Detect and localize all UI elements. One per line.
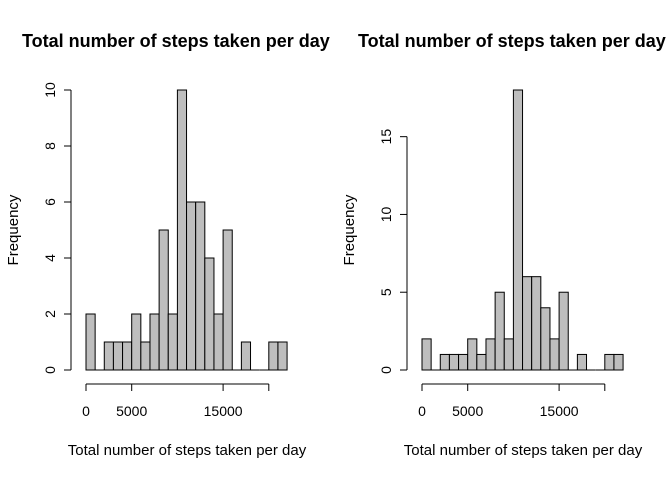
- histogram-bar: [112, 341, 124, 371]
- histogram-bar: [485, 338, 496, 371]
- y-tick-label: 2: [42, 310, 58, 318]
- histogram-bar: [576, 353, 588, 371]
- histogram-bar: [222, 229, 233, 371]
- y-axis-label: Frequency: [341, 194, 358, 265]
- histogram-bar: [439, 353, 450, 371]
- histogram-bar: [195, 201, 206, 371]
- x-tick-label: 15000: [204, 403, 243, 419]
- histogram-bar: [140, 341, 151, 371]
- x-tick-label: 5000: [452, 403, 483, 419]
- histogram-bar: [549, 338, 560, 371]
- histogram-bar: [268, 341, 279, 371]
- histogram-bar: [131, 313, 142, 371]
- histogram-bar: [467, 338, 478, 371]
- y-tick-label: 4: [42, 254, 58, 262]
- histogram-bar: [186, 201, 197, 371]
- y-axis-label: Frequency: [5, 194, 22, 265]
- x-tick-label: 0: [418, 403, 426, 419]
- histogram-bar: [103, 341, 114, 371]
- y-tick-label: 15: [378, 129, 394, 145]
- histogram-bar: [448, 353, 460, 371]
- y-tick-label: 5: [378, 288, 394, 296]
- y-tick-label: 0: [42, 366, 58, 374]
- histogram-bar: [122, 341, 133, 371]
- histogram-bar: [213, 313, 224, 371]
- histogram-bar: [167, 313, 178, 371]
- histogram-bar: [531, 276, 542, 371]
- histogram-bar: [522, 276, 533, 371]
- x-axis-label: Total number of steps taken per day: [68, 442, 307, 459]
- x-tick-label: 15000: [540, 403, 579, 419]
- histogram-bar: [421, 338, 432, 371]
- y-tick-label: 8: [42, 142, 58, 150]
- histogram-bar: [277, 341, 288, 371]
- y-tick-label: 10: [378, 206, 394, 222]
- histogram-bar: [503, 338, 514, 371]
- histogram-bar: [458, 353, 469, 371]
- histogram-panel-2: Total number of steps taken per day 0 5 10 1…: [341, 31, 666, 459]
- histogram-bar: [149, 313, 160, 371]
- histogram-panel-1: Total number of steps taken per day 0 2 4 6 8…: [5, 31, 330, 459]
- y-tick-label: 10: [42, 82, 58, 98]
- y-tick-label: 0: [378, 366, 394, 374]
- histogram-bar: [176, 89, 188, 371]
- histogram-bar: [240, 341, 252, 371]
- x-tick-label: 5000: [116, 403, 147, 419]
- histogram-bar: [85, 313, 96, 371]
- histogram-bar: [512, 89, 524, 371]
- x-tick-label: 0: [82, 403, 90, 419]
- histogram-bar: [613, 353, 624, 371]
- chart-title: Total number of steps taken per day: [22, 31, 330, 51]
- chart-title: Total number of steps taken per day: [358, 31, 666, 51]
- histogram-bar: [604, 353, 615, 371]
- x-axis-label: Total number of steps taken per day: [404, 442, 643, 459]
- histogram-bar: [558, 291, 569, 371]
- histogram-bar: [540, 307, 551, 371]
- histogram-bar: [476, 353, 487, 371]
- histogram-bar: [204, 257, 215, 371]
- histogram-bar: [158, 229, 169, 371]
- histogram-bar: [494, 291, 505, 371]
- y-tick-label: 6: [42, 198, 58, 206]
